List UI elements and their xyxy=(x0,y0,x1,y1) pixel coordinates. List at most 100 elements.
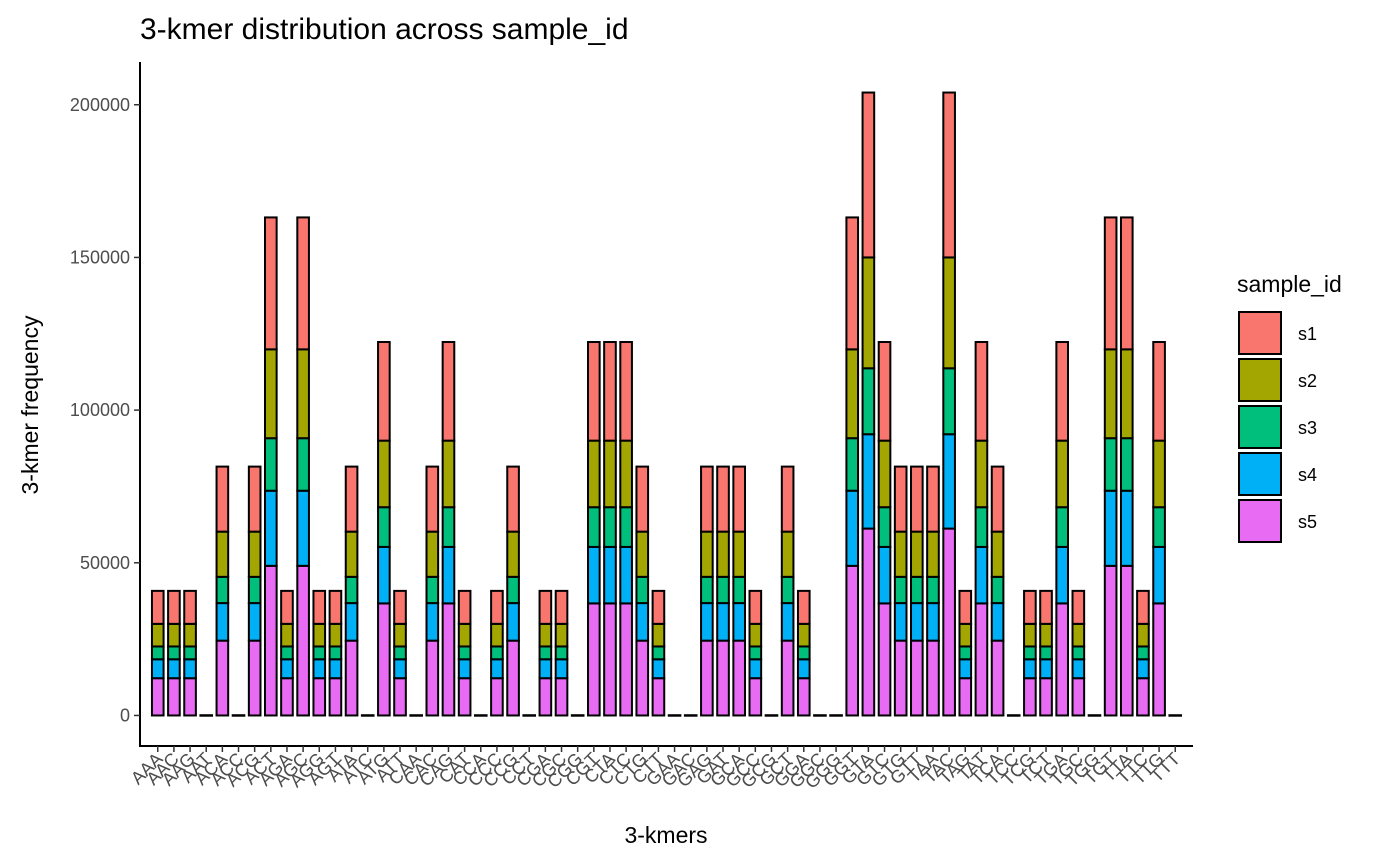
bar-segment-s3-CCG xyxy=(506,575,520,605)
bar-segment-s4-CGC xyxy=(554,658,569,680)
bar-segment-s5-TAG xyxy=(958,677,973,717)
bar-segment-s1-AGG xyxy=(312,589,327,625)
bar-segment-s2-ACG xyxy=(247,530,262,578)
bar-segment-s4-CTC xyxy=(619,545,633,605)
bar-segment-s3-AGA xyxy=(280,645,294,661)
bar-segment-s5-GTC xyxy=(877,602,892,717)
legend: sample_id s1 s2 s3 s4 s5 xyxy=(1237,271,1342,543)
bar-segment-s4-CTA xyxy=(603,545,617,605)
bar-segment-s5-AAG xyxy=(183,677,197,717)
bar-segment-s2-GGT xyxy=(845,348,860,440)
bar-segment-s2-CTA xyxy=(603,439,617,509)
bar-segment-s4-TCA xyxy=(990,602,1005,642)
bar-segment-s1-CAC xyxy=(425,465,440,533)
bar-segment-s3-ATG xyxy=(377,506,391,548)
bar-segment-s3-CGT xyxy=(587,506,601,548)
bar-segment-s3-CTT xyxy=(651,645,666,661)
bar-segment-s4-TGC xyxy=(1071,658,1086,680)
bar-segment-s5-GTT xyxy=(910,639,924,717)
y-tick-label: 0 xyxy=(120,705,130,725)
bar-segment-s4-ATT xyxy=(393,658,407,680)
bar-segment-s1-CTT xyxy=(651,589,666,625)
legend-label-s2: s2 xyxy=(1298,371,1317,391)
bar-segment-s4-ATA xyxy=(344,602,359,642)
bar-segment-s1-ACT xyxy=(264,216,278,351)
bar-segment-s4-ATG xyxy=(377,545,391,605)
bar-segment-s2-ACA xyxy=(215,530,230,578)
bar-segment-s3-GTC xyxy=(877,506,892,548)
bar-segment-s4-CGT xyxy=(587,545,601,605)
bar-segment-s3-TTG xyxy=(1152,506,1166,548)
bar-segment-s3-GTG xyxy=(893,575,908,605)
legend-label-s1: s1 xyxy=(1298,324,1317,344)
bar-segment-s3-CAC xyxy=(425,575,440,605)
bar-segment-s1-GCA xyxy=(732,465,746,533)
bar-segment-s4-TCT xyxy=(1039,658,1053,680)
bar-segment-s1-GCC xyxy=(748,589,763,625)
bar-segment-s5-CGA xyxy=(538,677,553,717)
bar-segment-s4-CAT xyxy=(457,658,472,680)
bar-segment-s5-AAA xyxy=(150,677,165,717)
bar-segment-s5-GGA xyxy=(796,677,811,717)
bar-segment-s1-AGC xyxy=(296,216,310,351)
bar-segment-s3-AAC xyxy=(167,645,181,661)
bar-segment-s3-CGC xyxy=(554,645,569,661)
bar-segment-s3-ACG xyxy=(247,575,262,605)
bar-segment-s3-CAT xyxy=(457,645,472,661)
bar-segment-s4-AAG xyxy=(183,658,197,680)
bar-segment-s4-TAA xyxy=(926,602,940,642)
legend-title: sample_id xyxy=(1237,271,1342,297)
bar-segment-s1-GAT xyxy=(716,465,730,533)
bar-segment-s4-GAT xyxy=(716,602,730,642)
bar-segment-s2-GTA xyxy=(861,256,876,370)
bar-segment-s2-TAC xyxy=(942,256,956,370)
bar-segment-s5-CTG xyxy=(635,639,650,717)
bar-segment-s2-CGT xyxy=(587,439,601,509)
bar-segment-s3-TAC xyxy=(942,367,956,436)
bar-segment-s2-GAG xyxy=(700,530,714,578)
bar-segment-s2-AAG xyxy=(183,622,197,648)
bar-segment-s2-TAA xyxy=(926,530,940,578)
bar-segment-s5-GAG xyxy=(700,639,714,717)
bar-segment-s3-GTT xyxy=(910,575,924,605)
bar-segment-s5-CTT xyxy=(651,677,666,717)
y-axis-ticks: 0 50000 100000 150000 200000 xyxy=(70,95,140,725)
bar-segment-s1-TAT xyxy=(974,341,989,442)
bar-segment-s1-CTA xyxy=(603,341,617,442)
bar-segment-s5-TTA xyxy=(1119,564,1134,717)
bar-segment-s3-AAG xyxy=(183,645,197,661)
x-axis-ticks: AAAAACAAGAATACAACCACGACTAGAAGCAGGAGTATAA… xyxy=(127,746,1184,793)
bar-segment-s4-GTT xyxy=(910,602,924,642)
bar-segment-s5-AGT xyxy=(328,677,343,717)
bar-segment-s2-GTG xyxy=(893,530,908,578)
bar-segment-s2-ATT xyxy=(393,622,407,648)
bar-segment-s4-TGA xyxy=(1055,545,1069,605)
bar-segment-s1-CGC xyxy=(554,589,569,625)
bar-segment-s3-ATA xyxy=(344,575,359,605)
bar-segment-s1-ATT xyxy=(393,589,407,625)
bar-segment-s2-GCC xyxy=(748,622,763,648)
bar-segment-s5-CCG xyxy=(506,639,520,717)
bar-segment-s3-GAT xyxy=(716,575,730,605)
bar-segment-s1-CGA xyxy=(538,589,553,625)
bar-segment-s3-CTA xyxy=(603,506,617,548)
bar-segment-s4-AGA xyxy=(280,658,294,680)
bar-segment-s3-ACA xyxy=(215,575,230,605)
bar-segment-s5-CCC xyxy=(490,677,504,717)
bar-segment-s3-GTA xyxy=(861,367,876,436)
bar-segment-s2-AGT xyxy=(328,622,343,648)
bar-segment-s3-TGT xyxy=(1103,437,1118,492)
bar-segment-s3-ACT xyxy=(264,437,278,492)
bar-segment-s2-AGA xyxy=(280,622,294,648)
bar-segment-s5-TAA xyxy=(926,639,940,717)
bar-segment-s3-GGA xyxy=(796,645,811,661)
legend-items: s1 s2 s3 s4 s5 xyxy=(1238,311,1317,543)
bar-segment-s5-AGA xyxy=(280,677,294,717)
bar-segment-s5-AGC xyxy=(296,564,310,717)
bar-segment-s5-CTA xyxy=(603,602,617,717)
bar-segment-s4-GCA xyxy=(732,602,746,642)
bar-segment-s5-GTA xyxy=(861,527,876,717)
bar-segment-s5-CAC xyxy=(425,639,440,717)
bar-segment-s5-ACA xyxy=(215,639,230,717)
bar-segment-s4-AAA xyxy=(150,658,165,680)
